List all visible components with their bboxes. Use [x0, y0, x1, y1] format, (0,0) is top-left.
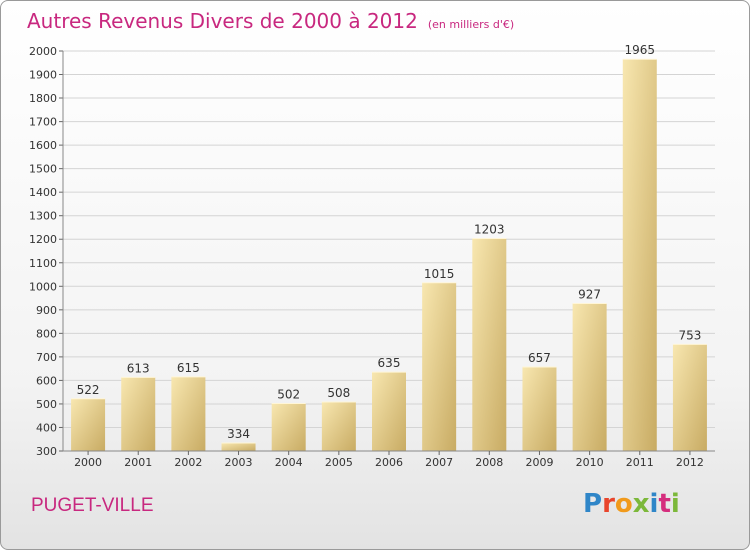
x-tick-label: 2004	[275, 456, 303, 469]
y-tick-label: 1700	[29, 116, 57, 129]
bar	[622, 59, 657, 452]
y-tick-label: 800	[36, 327, 57, 340]
chart-title: Autres Revenus Divers de 2000 à 2012	[27, 9, 418, 33]
data-label: 1965	[624, 43, 655, 57]
bar	[71, 398, 106, 451]
data-label: 508	[327, 386, 350, 400]
data-label: 502	[277, 387, 300, 401]
bar	[321, 402, 356, 451]
data-label: 613	[127, 361, 150, 375]
y-tick-label: 1400	[29, 186, 57, 199]
x-tick-label: 2010	[576, 456, 604, 469]
bar	[221, 443, 256, 451]
y-tick-label: 1600	[29, 139, 57, 152]
bar	[171, 376, 206, 451]
data-label: 1203	[474, 223, 505, 237]
bars-layer: 522 613 615 334 502 508 635 1015 1203 657 927 1965 7…	[71, 43, 707, 452]
bar	[121, 377, 156, 451]
x-tick-label: 2008	[475, 456, 503, 469]
chart-subtitle: (en milliers d'€)	[427, 18, 515, 31]
bar	[271, 403, 306, 451]
y-tick-label: 1200	[29, 233, 57, 246]
commune-name: PUGET-VILLE	[31, 495, 154, 516]
axis-layer: 300 400 500 600 700 800 900 1000 1100 1200 1300 140…	[29, 45, 715, 469]
title-row: Autres Revenus Divers de 2000 à 2012 (en…	[27, 9, 514, 33]
x-tick-label: 2012	[676, 456, 704, 469]
bar	[472, 238, 507, 451]
x-tick-label: 2000	[74, 456, 102, 469]
bar	[422, 282, 457, 451]
data-label: 657	[528, 351, 551, 365]
proxiti-logo[interactable]: Proxiti	[583, 489, 680, 519]
bar	[522, 367, 557, 451]
data-label: 1015	[424, 267, 455, 281]
data-label: 522	[77, 383, 100, 397]
y-tick-label: 1900	[29, 69, 57, 82]
bar	[672, 344, 707, 451]
y-tick-label: 2000	[29, 45, 57, 58]
data-label: 615	[177, 361, 200, 375]
y-tick-label: 1800	[29, 92, 57, 105]
data-label: 753	[678, 328, 701, 342]
y-tick-label: 500	[36, 398, 57, 411]
x-tick-label: 2005	[325, 456, 353, 469]
y-tick-label: 600	[36, 374, 57, 387]
y-tick-label: 1000	[29, 280, 57, 293]
x-tick-label: 2006	[375, 456, 403, 469]
y-tick-label: 900	[36, 304, 57, 317]
data-label: 635	[378, 356, 401, 370]
data-label: 927	[578, 287, 601, 301]
data-label: 334	[227, 427, 250, 441]
x-tick-label: 2007	[425, 456, 453, 469]
y-tick-label: 1100	[29, 257, 57, 270]
bar	[372, 372, 406, 451]
y-tick-label: 300	[36, 445, 57, 458]
bar	[572, 303, 607, 451]
y-tick-label: 400	[36, 421, 57, 434]
y-tick-label: 1300	[29, 210, 57, 223]
x-tick-label: 2001	[124, 456, 152, 469]
y-tick-label: 1500	[29, 163, 57, 176]
x-tick-label: 2011	[626, 456, 654, 469]
y-tick-label: 700	[36, 351, 57, 364]
x-tick-label: 2002	[174, 456, 202, 469]
x-tick-label: 2009	[525, 456, 553, 469]
x-tick-label: 2003	[225, 456, 253, 469]
